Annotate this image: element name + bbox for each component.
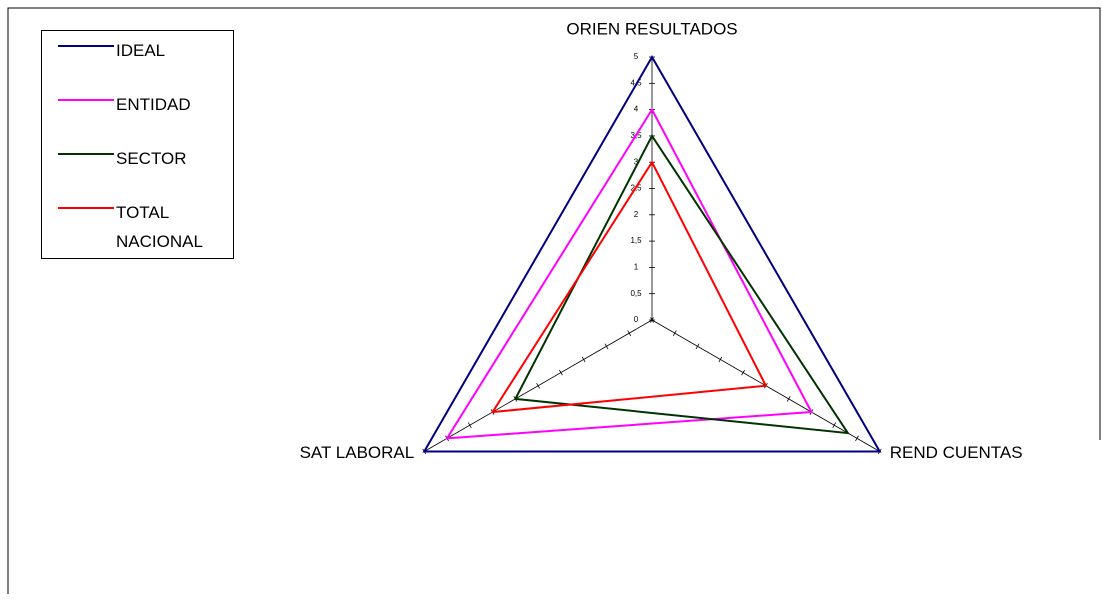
- series-line: [422, 55, 882, 453]
- tick-mark: [650, 317, 654, 323]
- series-line: [490, 160, 768, 414]
- category-label: ORIEN RESULTADOS: [566, 19, 737, 38]
- tick-label: 3: [634, 157, 639, 166]
- category-label: SAT LABORAL: [300, 443, 415, 462]
- tick-mark: [741, 369, 745, 376]
- tick-mark: [627, 330, 632, 336]
- legend-swatch: [58, 207, 114, 209]
- tick-mark: [604, 343, 609, 350]
- tick-label: 0: [634, 315, 639, 324]
- tick-mark: [559, 369, 563, 376]
- legend-label: ENTIDAD: [116, 95, 191, 114]
- tick-label: 4: [634, 105, 639, 114]
- category-label: REND CUENTAS: [890, 443, 1023, 462]
- legend: IDEAL ENTIDAD SECTOR TOTAL NACIONAL: [41, 30, 234, 259]
- frame: [7, 7, 1101, 594]
- tick-mark: [786, 396, 791, 402]
- series-line: [445, 107, 814, 440]
- tick-label: 2: [634, 210, 639, 219]
- legend-swatch: [58, 153, 114, 155]
- tick-mark: [581, 356, 586, 363]
- tick-label: 5: [634, 52, 639, 61]
- tick-label: 1,5: [630, 236, 642, 245]
- tick-mark: [718, 356, 723, 363]
- tick-mark: [672, 330, 677, 336]
- tick-mark: [536, 382, 540, 389]
- tick-mark: [855, 435, 859, 442]
- tick-mark: [467, 422, 472, 428]
- legend-swatch: [58, 45, 114, 47]
- legend-swatch: [58, 99, 114, 101]
- tick-label: 1: [634, 263, 639, 272]
- series-line: [513, 133, 850, 435]
- legend-label: IDEAL: [116, 41, 166, 60]
- tick-label: 0,5: [630, 289, 642, 298]
- legend-label: TOTAL NACIONAL: [116, 203, 203, 251]
- legend-label: SECTOR: [116, 149, 187, 168]
- tick-mark: [695, 343, 700, 350]
- tick-mark: [832, 422, 837, 428]
